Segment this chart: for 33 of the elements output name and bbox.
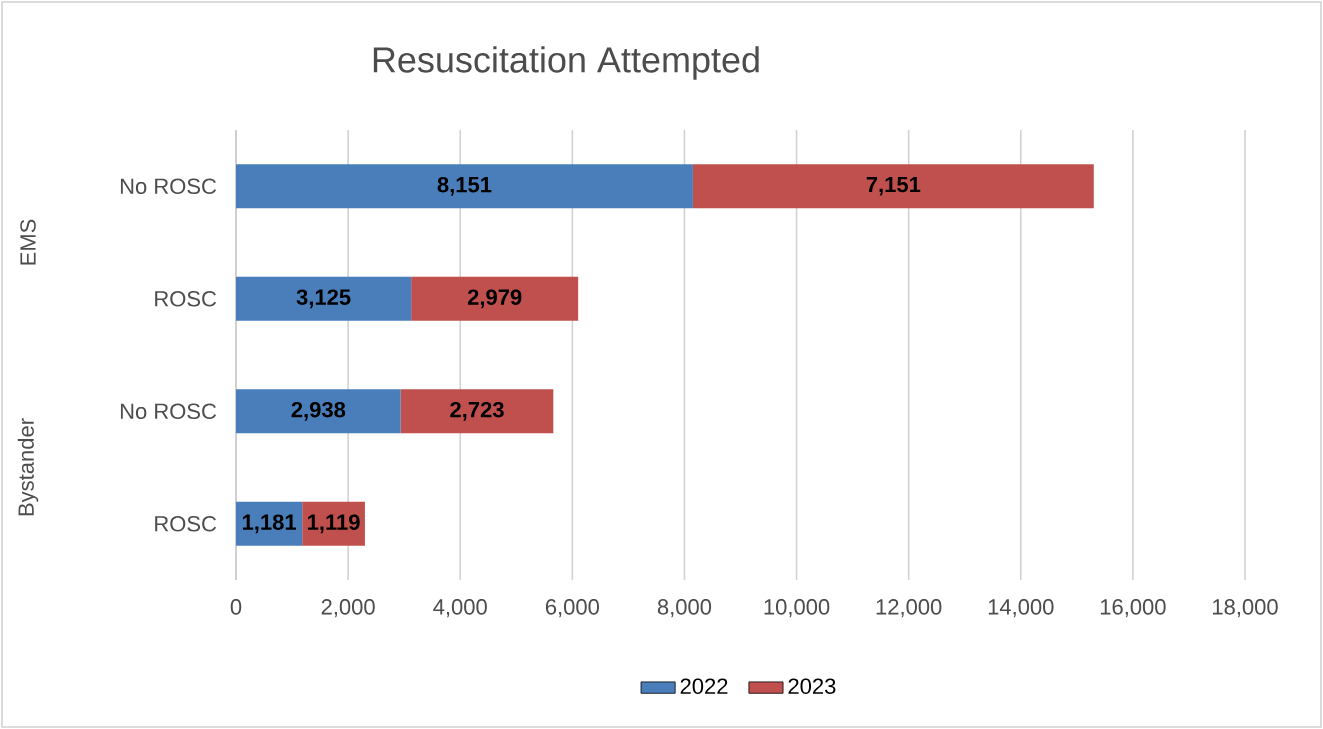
chart-title: Resuscitation Attempted [373,46,759,80]
bar [400,389,554,434]
x-tick-label: 2,000 [321,599,375,618]
x-tick-label: 0 [230,599,242,615]
x-tick-label: 18,000 [1213,599,1278,618]
bar [411,276,579,321]
data-label: 2,723 [450,401,504,421]
x-tick-label: 16,000 [1100,599,1166,618]
legend-label: 2022 [680,678,728,694]
x-tick-label: 12,000 [876,599,942,618]
bar [236,164,693,209]
y-tick-label: No ROSC [120,178,217,195]
data-label: 3,125 [296,289,351,309]
x-tick-label: 6,000 [545,599,599,618]
data-label: 2,979 [467,289,522,309]
bar [236,389,401,434]
x-tick-label: 10,000 [764,599,830,618]
data-label: 7,151 [866,176,921,196]
data-label: 2,938 [291,401,346,421]
text: EMS [20,219,36,265]
legend-label: 2023 [788,678,836,694]
data-label: 1,119 [308,514,360,534]
x-tick-label: 14,000 [988,599,1054,618]
y-tick-label: ROSC [155,515,217,532]
bar [236,276,412,321]
bar [692,164,1094,209]
data-label: 8,151 [437,176,492,196]
data-label: 1,181 [242,514,296,534]
x-tick-label: 8,000 [657,599,712,618]
text: Bystander [17,418,39,516]
x-tick-label: 4,000 [433,599,487,618]
y-tick-label: ROSC [155,290,217,307]
y-tick-label: No ROSC [120,403,217,420]
